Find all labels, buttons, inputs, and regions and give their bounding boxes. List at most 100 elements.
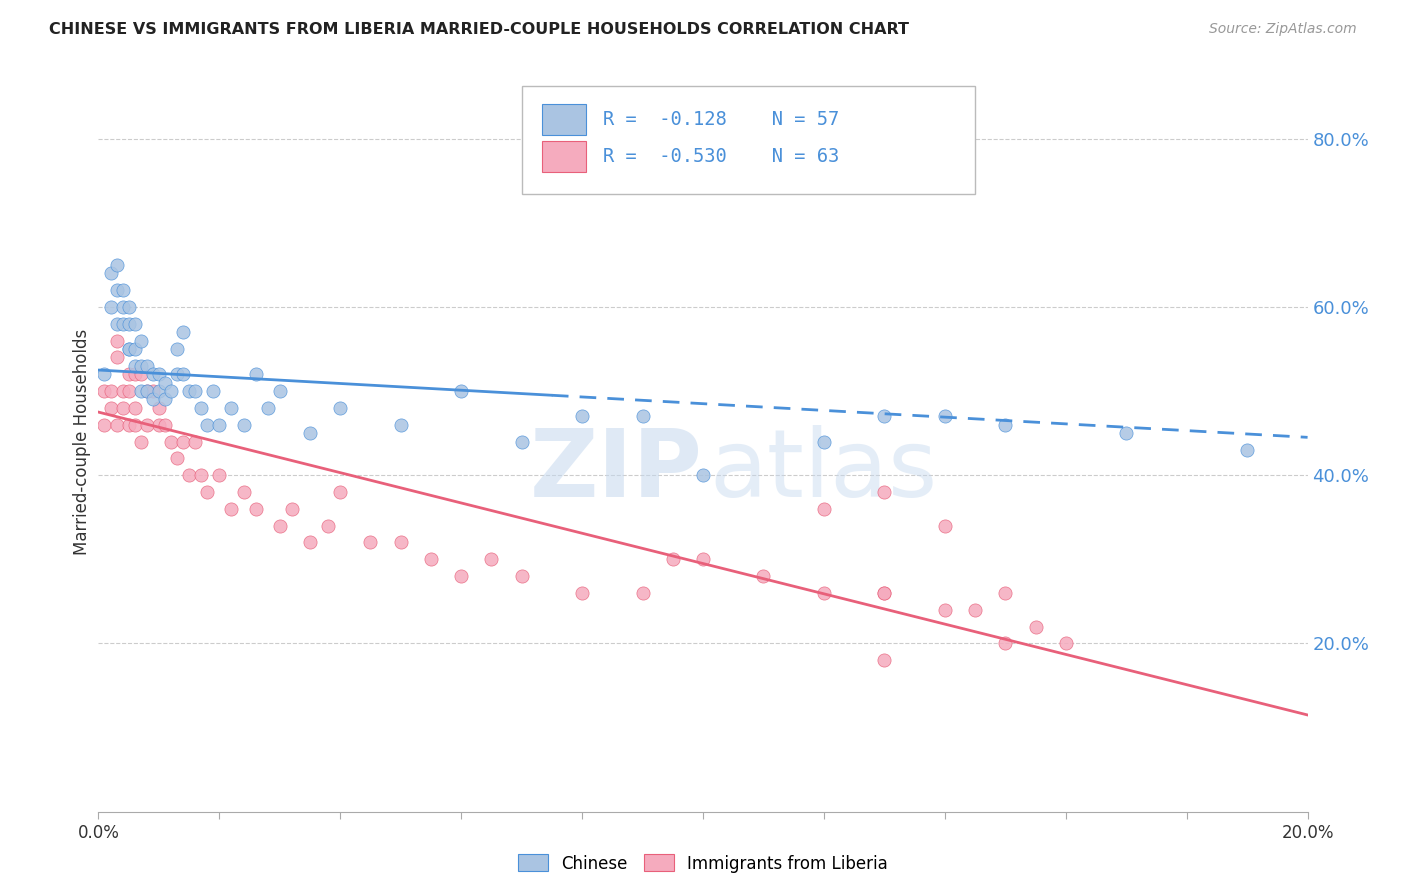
Point	[994, 586, 1017, 600]
Point	[135, 359, 157, 373]
Point	[105, 334, 128, 348]
Point	[148, 401, 170, 415]
Point	[105, 283, 128, 297]
Point	[118, 417, 141, 432]
Point	[93, 417, 115, 432]
Point	[631, 409, 654, 424]
Point	[148, 417, 170, 432]
Point	[118, 368, 141, 382]
Point	[1024, 619, 1046, 633]
Point	[190, 401, 212, 415]
Point	[129, 334, 152, 348]
Point	[994, 417, 1017, 432]
Point	[481, 552, 503, 566]
Point	[692, 468, 714, 483]
Point	[934, 518, 956, 533]
Point	[232, 485, 254, 500]
Point	[118, 300, 141, 314]
Point	[118, 342, 141, 356]
Point	[153, 392, 176, 407]
Point	[631, 586, 654, 600]
Point	[172, 325, 194, 339]
Text: R =  -0.128    N = 57: R = -0.128 N = 57	[603, 110, 839, 129]
Point	[195, 485, 218, 500]
Point	[135, 417, 157, 432]
Point	[450, 569, 472, 583]
Point	[129, 384, 152, 398]
Point	[142, 392, 165, 407]
Point	[329, 401, 352, 415]
Point	[111, 300, 134, 314]
Bar	[543, 141, 586, 172]
Point	[100, 401, 122, 415]
Point	[124, 401, 146, 415]
Text: ZIP: ZIP	[530, 425, 703, 517]
Point	[269, 518, 291, 533]
Point	[118, 342, 141, 356]
Point	[172, 368, 194, 382]
Point	[105, 258, 128, 272]
FancyBboxPatch shape	[522, 87, 976, 194]
Point	[148, 384, 170, 398]
Point	[873, 586, 896, 600]
Point	[105, 351, 128, 365]
Point	[873, 586, 896, 600]
Point	[142, 384, 165, 398]
Point	[124, 342, 146, 356]
Point	[93, 384, 115, 398]
Point	[221, 501, 243, 516]
Point	[195, 417, 218, 432]
Point	[450, 384, 472, 398]
Point	[160, 384, 183, 398]
Point	[510, 434, 533, 449]
Point	[190, 468, 212, 483]
Point	[100, 266, 122, 280]
Point	[571, 409, 593, 424]
Point	[135, 384, 157, 398]
Point	[420, 552, 443, 566]
Point	[166, 451, 188, 466]
Point	[142, 368, 165, 382]
Point	[184, 434, 207, 449]
Point	[934, 409, 956, 424]
Text: Source: ZipAtlas.com: Source: ZipAtlas.com	[1209, 22, 1357, 37]
Point	[148, 368, 170, 382]
Point	[1054, 636, 1077, 650]
Point	[208, 468, 231, 483]
Text: atlas: atlas	[709, 425, 938, 517]
Point	[661, 552, 683, 566]
Point	[873, 409, 896, 424]
Point	[813, 434, 835, 449]
Point	[316, 518, 339, 533]
Text: R =  -0.530    N = 63: R = -0.530 N = 63	[603, 147, 839, 166]
Point	[510, 569, 533, 583]
Point	[111, 401, 134, 415]
Point	[813, 501, 835, 516]
Point	[269, 384, 291, 398]
Point	[571, 586, 593, 600]
Point	[105, 317, 128, 331]
Point	[360, 535, 382, 549]
Point	[129, 359, 152, 373]
Point	[256, 401, 278, 415]
Point	[389, 535, 412, 549]
Point	[93, 368, 115, 382]
Point	[166, 368, 188, 382]
Point	[752, 569, 775, 583]
Point	[100, 384, 122, 398]
Bar	[543, 104, 586, 135]
Point	[934, 603, 956, 617]
Point	[129, 368, 152, 382]
Point	[124, 359, 146, 373]
Point	[245, 501, 267, 516]
Point	[129, 434, 152, 449]
Legend: Chinese, Immigrants from Liberia: Chinese, Immigrants from Liberia	[512, 847, 894, 880]
Point	[299, 426, 322, 441]
Point	[281, 501, 304, 516]
Point	[124, 368, 146, 382]
Point	[813, 586, 835, 600]
Point	[160, 434, 183, 449]
Y-axis label: Married-couple Households: Married-couple Households	[73, 328, 91, 555]
Point	[1236, 442, 1258, 457]
Point	[105, 417, 128, 432]
